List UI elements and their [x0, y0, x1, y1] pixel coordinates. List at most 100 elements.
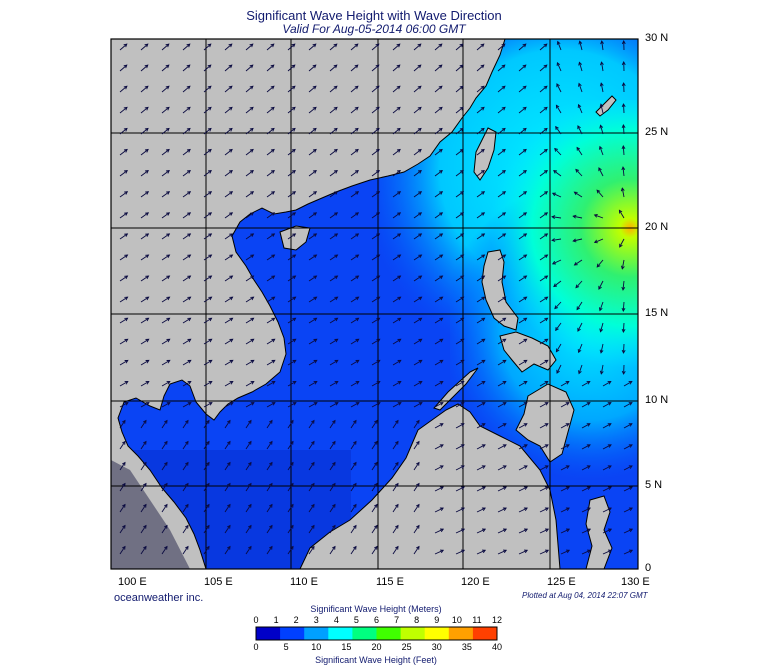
wave-arrow-shaft: [560, 486, 570, 492]
wave-arrow-head: [268, 524, 273, 529]
lat-label-30n: 30 N: [645, 32, 669, 44]
wave-arrow-shaft: [560, 528, 570, 534]
wave-arrow-head: [397, 338, 402, 343]
wave-arrow-head: [376, 254, 381, 259]
wave-arrow-shaft: [245, 441, 252, 450]
lon-label-100e: 100 E: [118, 576, 147, 588]
wave-arrow-shaft: [518, 423, 528, 429]
lat-label-15n: 15 N: [645, 307, 669, 319]
wave-arrow-head: [184, 524, 189, 529]
wave-arrow-shaft: [434, 191, 443, 198]
wave-arrow-shaft: [308, 360, 318, 366]
wave-arrow-shaft: [161, 212, 170, 219]
wave-arrow-head: [607, 465, 612, 469]
wave-arrow-head: [607, 507, 612, 511]
wave-arrow-shaft: [434, 43, 443, 51]
wave-arrow-shaft: [554, 148, 562, 156]
wave-arrow-shaft: [392, 381, 402, 387]
colorbar-meters-tick: 4: [333, 615, 339, 625]
wave-arrow-head: [544, 381, 549, 385]
wave-arrow-shaft: [350, 504, 357, 513]
wave-arrow-head: [355, 191, 360, 195]
wave-arrow-shaft: [455, 507, 465, 513]
wave-arrow-shaft: [224, 525, 231, 534]
wave-arrow-shaft: [623, 486, 633, 492]
wave-arrow-head: [250, 359, 255, 364]
wave-arrow-shaft: [308, 170, 317, 177]
wave-arrow-head: [165, 64, 170, 69]
wave-arrow-head: [628, 507, 633, 511]
wave-arrow-shaft: [182, 360, 192, 366]
wave-arrow-shaft: [455, 402, 465, 408]
wave-arrow-shaft: [182, 317, 191, 324]
wave-arrow-shaft: [518, 106, 527, 114]
wave-arrow-head: [502, 233, 507, 237]
wave-arrow-shaft: [350, 420, 357, 429]
wave-arrow-shaft: [497, 338, 506, 345]
wave-arrow-shaft: [434, 423, 444, 429]
wave-arrow-head: [187, 381, 192, 385]
wave-arrow-shaft: [287, 275, 296, 282]
wave-arrow-shaft: [224, 296, 233, 303]
wave-arrow-shaft: [182, 462, 189, 471]
wave-arrow-head: [576, 306, 581, 311]
wave-arrow-head: [376, 275, 381, 280]
wave-arrow-shaft: [553, 170, 562, 177]
wave-arrow-head: [187, 212, 192, 216]
wave-arrow-shaft: [308, 338, 317, 345]
wave-arrow-head: [501, 170, 506, 174]
wave-arrow-head: [502, 507, 507, 511]
wave-arrow-shaft: [392, 149, 401, 156]
wave-arrow-head: [523, 507, 528, 511]
wave-arrow-head: [481, 486, 486, 490]
wave-arrow-shaft: [518, 486, 528, 492]
chart-subtitle: Valid For Aug-05-2014 06:00 GMT: [282, 22, 466, 36]
wave-arrow-shaft: [497, 149, 506, 156]
wave-arrow-shaft: [539, 149, 548, 156]
wave-arrow-head: [460, 317, 465, 322]
wave-arrow-head: [310, 461, 315, 466]
wave-arrow-head: [439, 465, 444, 469]
wave-arrow-head: [628, 465, 633, 469]
wave-arrow-shaft: [119, 233, 128, 240]
wave-arrow-head: [124, 381, 129, 385]
wave-arrow-head: [313, 296, 318, 301]
wave-arrow-head: [481, 296, 486, 301]
wave-arrow-shaft: [455, 423, 465, 429]
wave-arrow-shaft: [476, 465, 486, 471]
wave-arrow-head: [333, 64, 338, 69]
wave-arrow-head: [586, 486, 591, 490]
wave-arrow-shaft: [266, 233, 275, 240]
wave-arrow-shaft: [371, 420, 378, 429]
wave-arrow-shaft: [371, 441, 378, 450]
wave-arrow-shaft: [266, 106, 275, 114]
wave-arrow-shaft: [594, 214, 604, 219]
colorbar-meters-tick: 5: [353, 615, 359, 625]
wave-arrow-shaft: [161, 106, 170, 114]
wave-arrow-head: [481, 507, 486, 511]
wave-arrow-head: [375, 85, 380, 90]
wave-arrow-shaft: [308, 381, 318, 387]
wave-arrow-head: [271, 381, 276, 385]
wave-arrow-head: [292, 254, 297, 259]
wave-arrow-head: [355, 402, 360, 406]
wave-arrow-head: [460, 465, 465, 469]
wave-arrow-shaft: [224, 483, 231, 492]
wave-arrow-head: [418, 359, 423, 364]
wave-arrow-shaft: [602, 507, 612, 513]
wave-arrow-shaft: [539, 128, 548, 135]
wave-arrow-shaft: [350, 170, 359, 177]
wave-arrow-head: [289, 440, 294, 445]
wave-arrow-head: [593, 213, 598, 218]
wave-arrow-shaft: [245, 317, 254, 324]
wave-arrow-head: [166, 191, 171, 195]
wave-arrow-head: [522, 85, 527, 90]
wave-arrow-shaft: [140, 483, 147, 492]
wave-arrow-shaft: [581, 444, 591, 450]
wave-arrow-shaft: [287, 504, 294, 513]
wave-arrow-shaft: [434, 212, 443, 219]
wave-arrow-head: [438, 127, 443, 132]
colorbar-segment: [256, 627, 281, 640]
wave-arrow-shaft: [518, 128, 527, 135]
wave-arrow-shaft: [392, 191, 401, 198]
